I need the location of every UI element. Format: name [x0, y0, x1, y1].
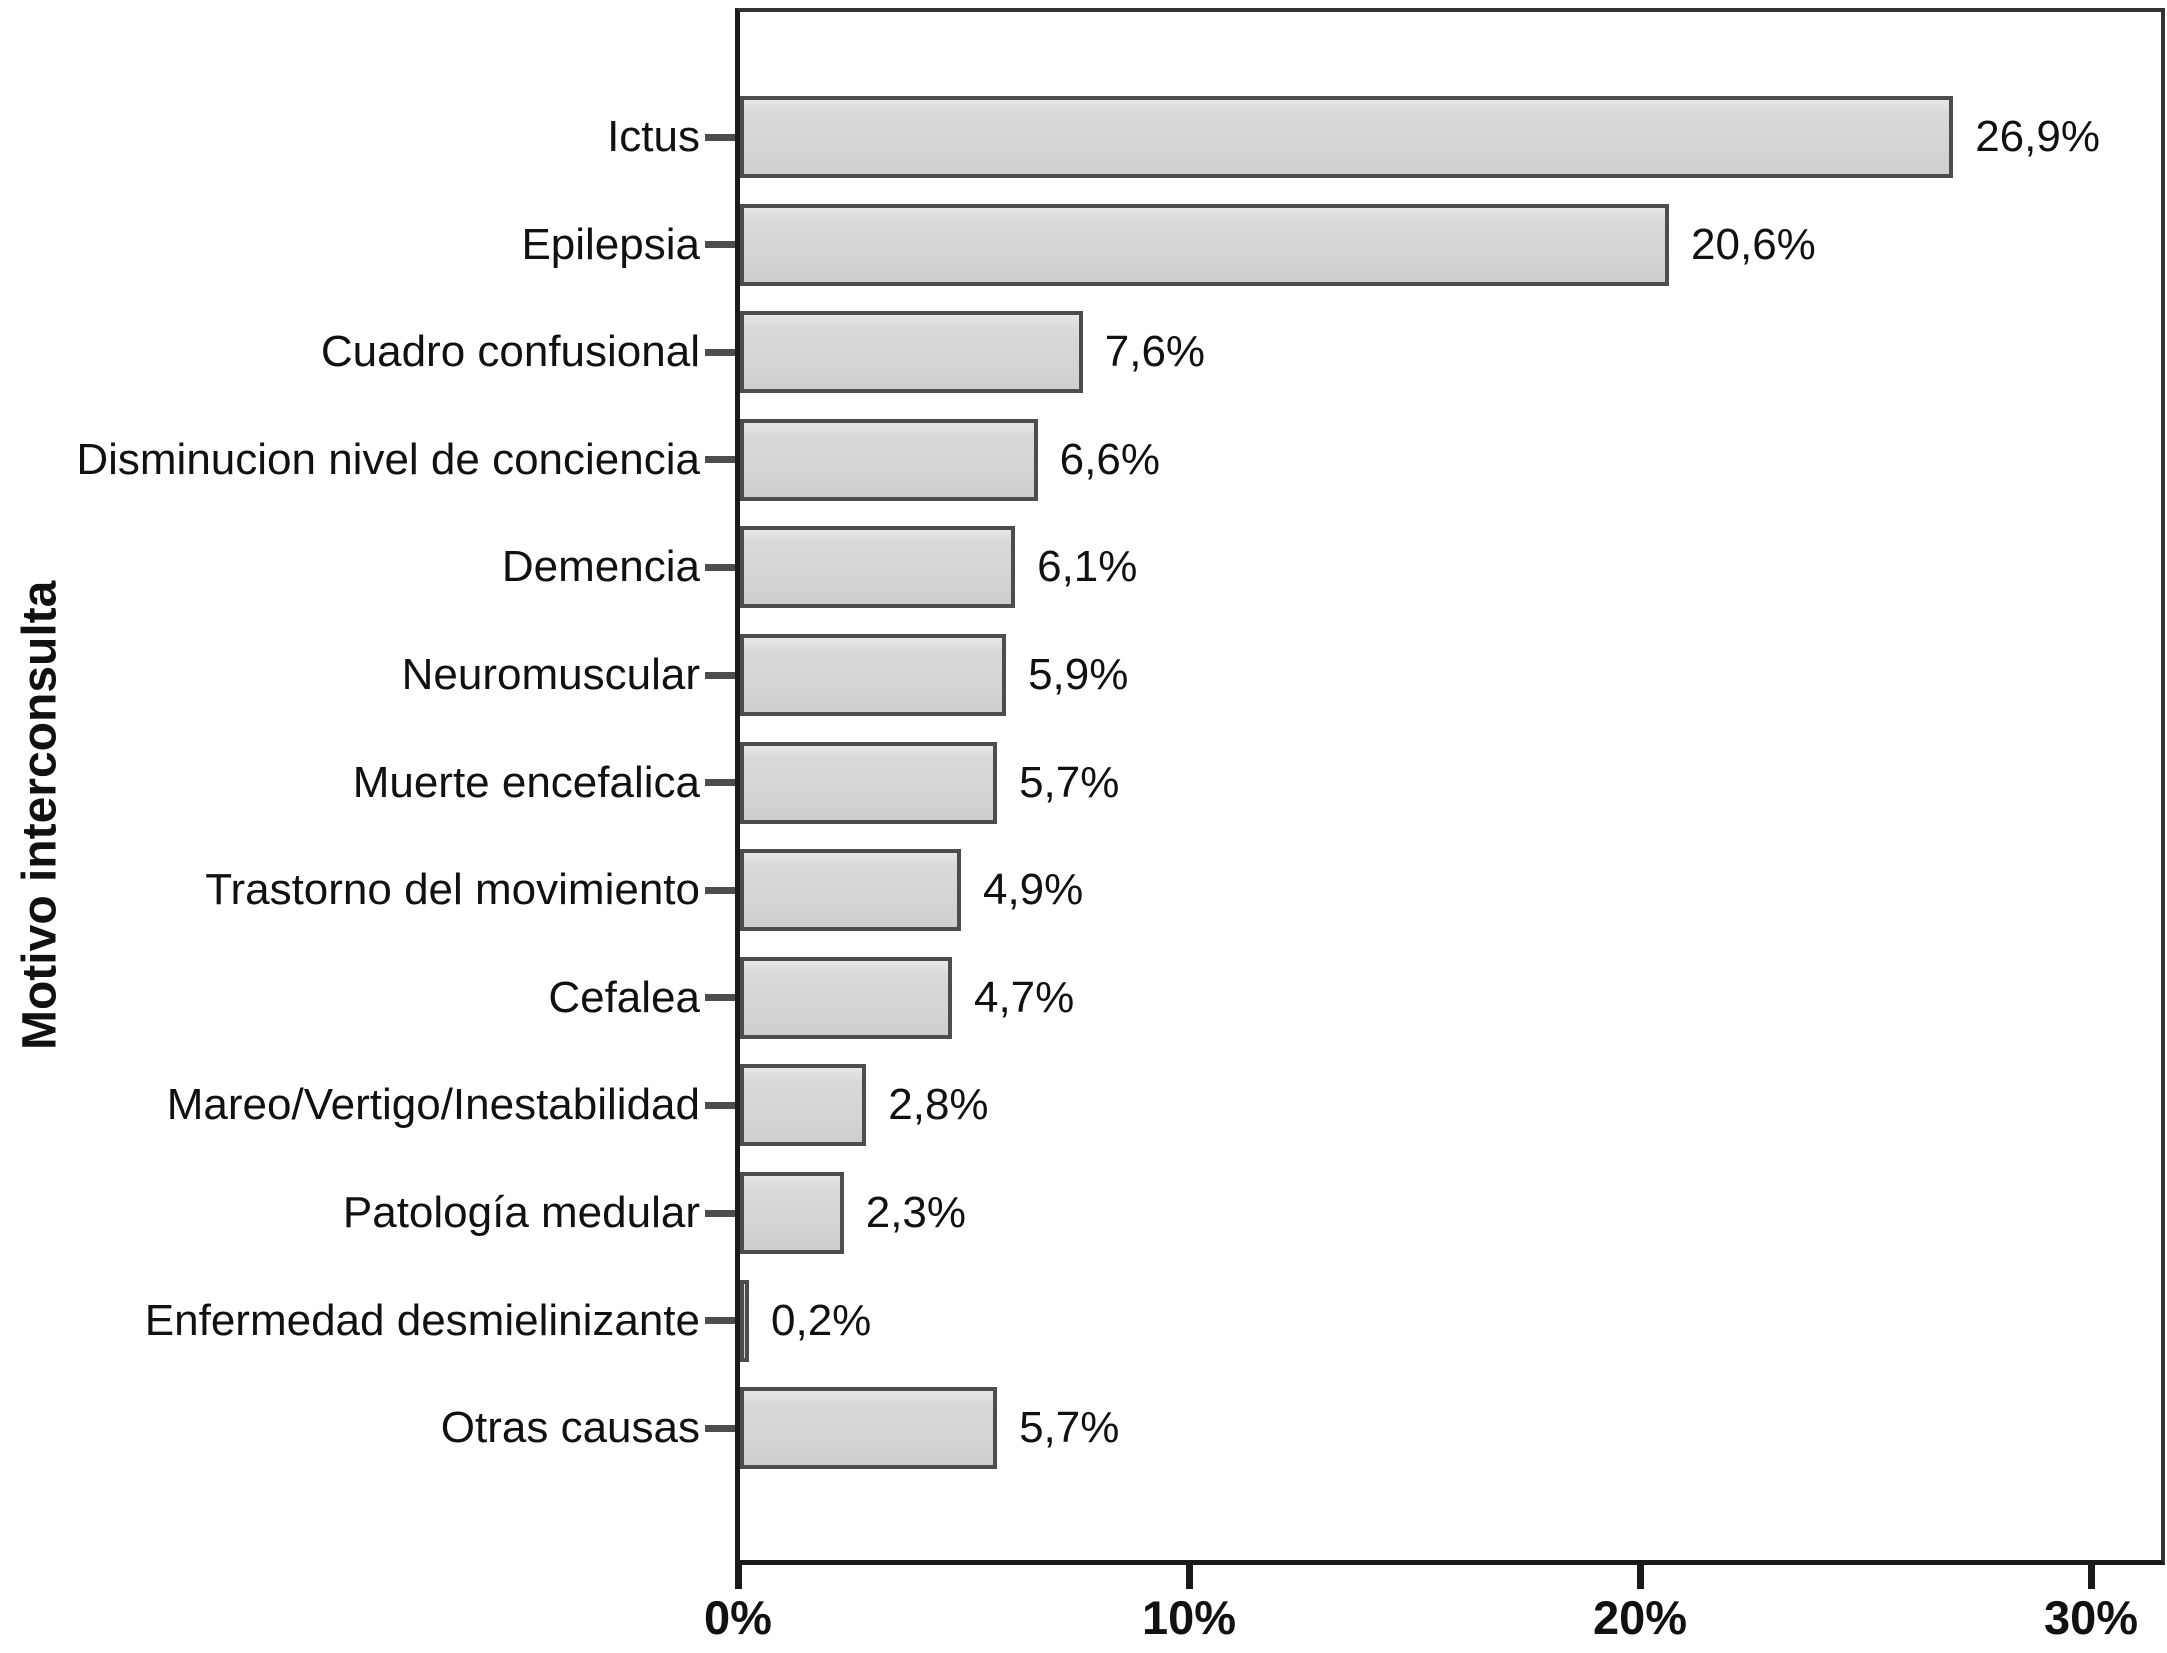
y-axis-tick [705, 671, 735, 679]
bar [740, 203, 1670, 286]
y-axis-tick [705, 779, 735, 787]
bar [740, 1387, 998, 1470]
y-axis-tick [705, 1317, 735, 1325]
category-label: Cuadro confusional [320, 327, 700, 377]
x-axis-tick-label: 10% [1141, 1591, 1237, 1644]
bar [740, 1172, 844, 1254]
value-label: 5,7% [1019, 757, 1120, 807]
x-axis-tick-label: 20% [1592, 1591, 1688, 1644]
category-label: Muerte encefalica [352, 757, 700, 807]
value-label: 26,9% [1975, 112, 2100, 161]
category-label: Enfermedad desmielinizante [144, 1295, 700, 1345]
x-axis-tick [1636, 1561, 1644, 1589]
bar [740, 311, 1083, 394]
y-axis-tick [705, 994, 735, 1002]
y-axis-tick [705, 348, 735, 356]
category-label: Mareo/Vertigo/Inestabilidad [166, 1080, 700, 1130]
value-label: 2,3% [865, 1188, 967, 1237]
value-label: 5,7% [1019, 1403, 1120, 1453]
x-axis-tick [734, 1561, 742, 1589]
bar [740, 418, 1038, 501]
y-axis-tick [705, 133, 735, 141]
x-axis-tick [2087, 1561, 2095, 1589]
category-label: Disminucion nivel de conciencia [76, 434, 700, 484]
x-axis-tick [1185, 1561, 1193, 1589]
y-axis-tick [705, 886, 735, 894]
category-label: Otras causas [440, 1403, 700, 1453]
y-axis-tick [705, 1424, 735, 1432]
y-axis-tick [705, 456, 735, 464]
value-label: 5,9% [1028, 650, 1129, 699]
bar [740, 849, 961, 932]
y-axis-tick [705, 1209, 735, 1217]
category-label: Neuromuscular [401, 650, 700, 699]
value-label: 20,6% [1691, 219, 1816, 269]
value-label: 0,2% [771, 1295, 872, 1345]
y-axis-title: Motivo interconsulta [13, 580, 67, 1050]
y-axis-tick [705, 241, 735, 249]
x-axis-tick-label: 30% [2043, 1591, 2139, 1644]
y-axis-tick [705, 1101, 735, 1109]
bar [740, 96, 1954, 178]
bar [740, 956, 952, 1039]
x-axis-tick-label: 0% [704, 1591, 772, 1644]
bar [740, 634, 1007, 716]
bar [740, 1279, 750, 1362]
category-label: Epilepsia [521, 219, 700, 269]
value-label: 6,6% [1059, 434, 1160, 484]
bar [740, 526, 1016, 609]
y-axis-tick [705, 563, 735, 571]
value-label: 7,6% [1104, 327, 1206, 377]
category-label: Patología medular [342, 1188, 700, 1237]
value-label: 2,8% [888, 1080, 989, 1130]
value-label: 6,1% [1037, 542, 1138, 592]
bar [740, 1064, 867, 1147]
category-label: Cefalea [548, 972, 700, 1022]
bar [740, 741, 998, 824]
value-label: 4,9% [982, 865, 1084, 915]
value-label: 4,7% [973, 972, 1075, 1022]
category-label: Ictus [607, 112, 700, 161]
category-label: Trastorno del movimiento [205, 865, 700, 915]
category-label: Demencia [501, 542, 700, 592]
